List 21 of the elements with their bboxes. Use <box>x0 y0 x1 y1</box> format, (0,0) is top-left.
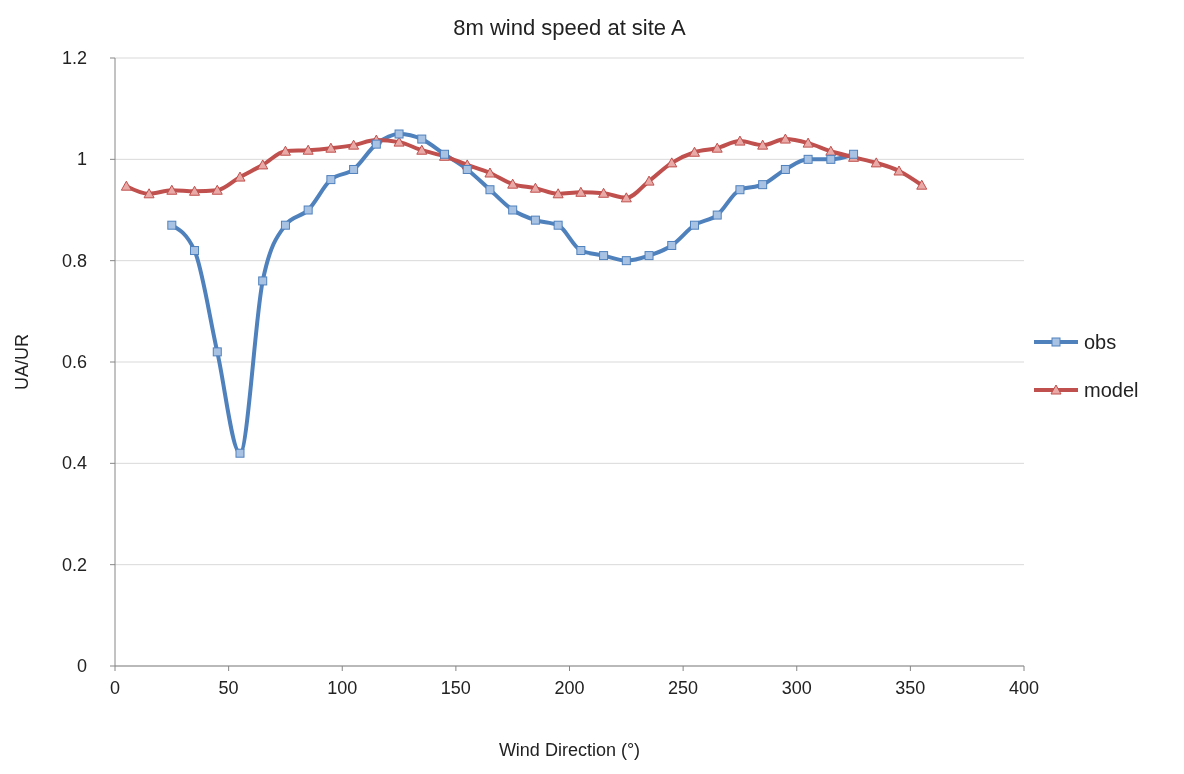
y-tick-label: 0.8 <box>61 250 87 271</box>
chart-title: 8m wind speed at site A <box>453 15 686 40</box>
x-tick-label: 150 <box>440 678 471 698</box>
y-axis-title: UA/UR <box>12 333 32 391</box>
x-axis-title: Wind Direction (°) <box>498 740 641 760</box>
y-tick-label: 0 <box>76 656 87 676</box>
legend-label: obs <box>1084 331 1117 353</box>
y-tick-label: 1 <box>76 149 87 170</box>
y-tick-label: 0.6 <box>61 352 87 372</box>
x-tick-label: 50 <box>218 678 239 698</box>
x-tick-label: 300 <box>781 678 812 698</box>
x-tick-label: 250 <box>668 678 699 698</box>
x-tick-label: 0 <box>109 678 121 698</box>
y-tick-label: 0.4 <box>61 453 87 474</box>
x-tick-label: 200 <box>554 678 585 698</box>
x-tick-label: 400 <box>1008 678 1040 698</box>
y-tick-label: 1.2 <box>61 48 87 68</box>
legend-label: model <box>1084 379 1139 401</box>
y-tick-label: 0.2 <box>61 554 87 575</box>
x-tick-label: 100 <box>327 678 358 698</box>
x-tick-label: 350 <box>895 678 926 698</box>
